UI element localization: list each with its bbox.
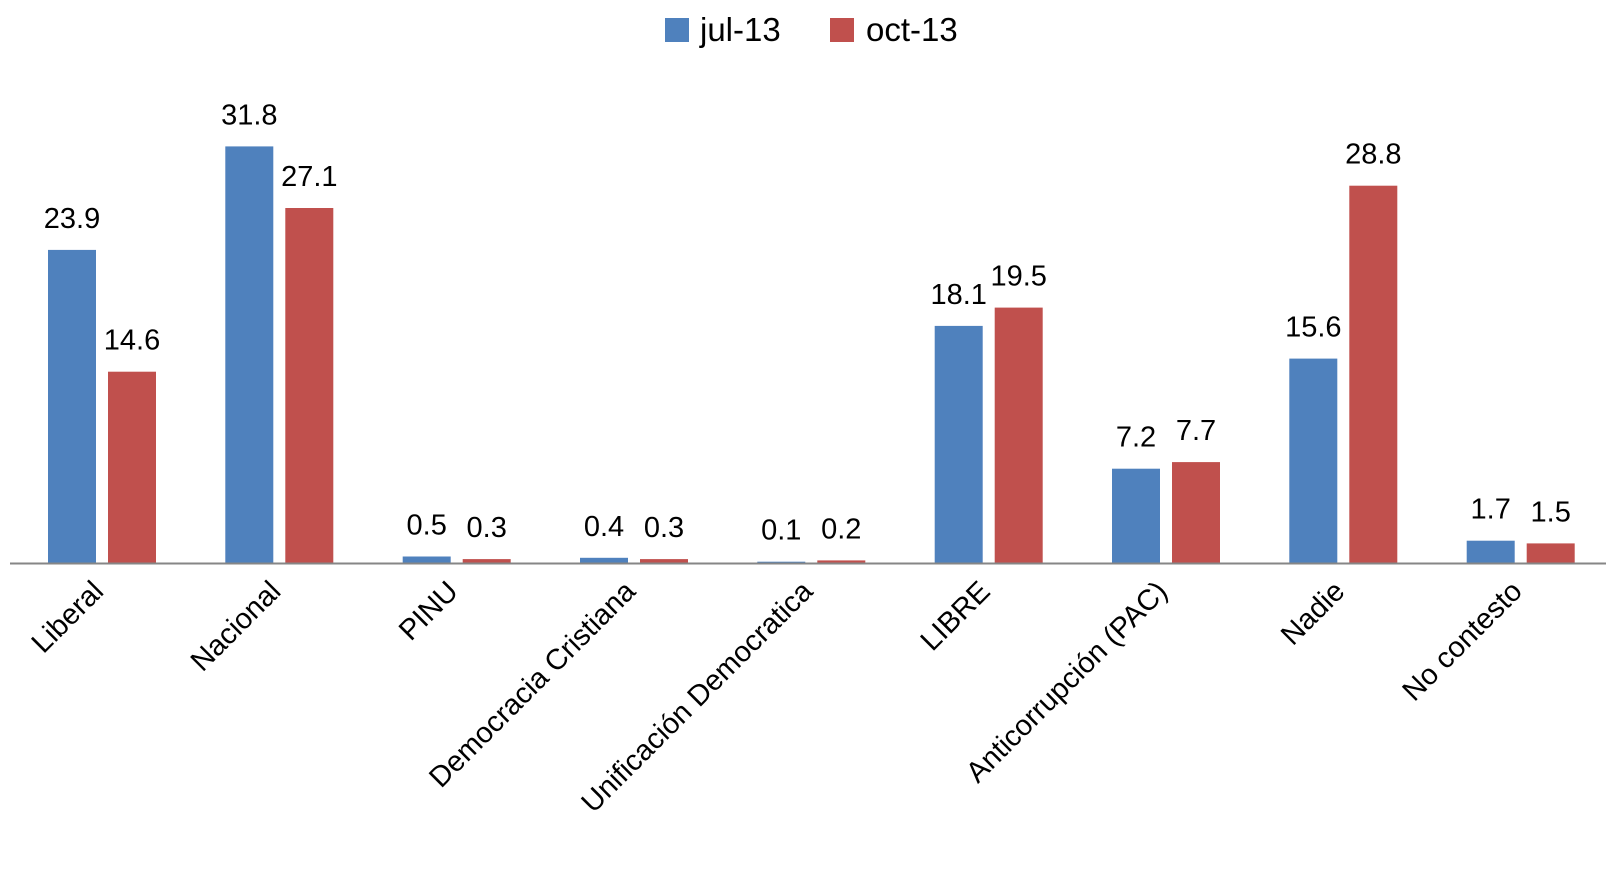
bar-oct-13-nacional (285, 208, 334, 563)
category-label-libre: LIBRE (915, 575, 997, 657)
bar-jul-13-pinu (402, 556, 451, 563)
bar-jul-13-libre (934, 325, 983, 563)
category-label-pinu: PINU (393, 575, 465, 647)
data-label-jul-13-unificacion-democratica: 0.1 (761, 515, 801, 547)
bar-oct-13-anticorrupcion-pac (1172, 462, 1220, 563)
data-label-oct-13-liberal: 14.6 (104, 325, 160, 357)
data-label-jul-13-anticorrupcion-pac: 7.2 (1116, 422, 1156, 454)
bar-oct-13-libre (994, 307, 1043, 563)
data-label-oct-13-nadie: 28.8 (1345, 139, 1401, 171)
bar-oct-13-pinu (462, 559, 511, 563)
category-label-nadie: Nadie (1275, 575, 1351, 651)
bar-jul-13-liberal (48, 249, 96, 563)
bar-oct-13-unificacion-democratica (817, 560, 866, 563)
legend-swatch-jul-13 (665, 18, 689, 42)
data-label-oct-13-libre: 19.5 (990, 261, 1046, 293)
legend: jul-13 oct-13 (665, 11, 958, 48)
data-label-oct-13-nacional: 27.1 (281, 161, 337, 193)
bar-jul-13-nacional (225, 146, 274, 563)
bar-jul-13-nadie (1289, 358, 1338, 563)
legend-label-jul-13: jul-13 (699, 11, 781, 48)
bar-oct-13-no-contesto (1526, 543, 1575, 563)
bar-jul-13-unificacion-democratica (757, 561, 806, 563)
legend-swatch-oct-13 (830, 18, 854, 42)
category-label-liberal: Liberal (26, 575, 110, 659)
data-label-jul-13-libre: 18.1 (930, 279, 986, 311)
legend-label-oct-13: oct-13 (866, 11, 958, 48)
data-label-oct-13-unificacion-democratica: 0.2 (821, 513, 861, 545)
data-label-oct-13-pinu: 0.3 (467, 512, 507, 544)
bar-oct-13-liberal (108, 371, 156, 563)
bar-oct-13-democracia-cristiana (640, 559, 688, 563)
category-label-nacional: Nacional (185, 575, 287, 677)
data-label-jul-13-nadie: 15.6 (1285, 312, 1341, 344)
data-label-oct-13-democracia-cristiana: 0.3 (644, 512, 684, 544)
data-label-jul-13-pinu: 0.5 (407, 510, 447, 542)
bar-jul-13-no-contesto (1466, 540, 1515, 563)
data-label-jul-13-democracia-cristiana: 0.4 (584, 511, 624, 543)
data-labels-group: 23.9 14.6 31.827.1 0.5 0.3 0.4 0.3 0.1 0.2 18.119… (44, 99, 1571, 546)
data-label-oct-13-no-contesto: 1.5 (1531, 496, 1571, 528)
data-label-jul-13-liberal: 23.9 (44, 203, 100, 235)
data-label-oct-13-anticorrupcion-pac: 7.7 (1176, 415, 1216, 447)
bar-jul-13-anticorrupcion-pac (1112, 468, 1160, 563)
category-label-anticorrupcion-pac: Anticorrupción (PAC) (960, 575, 1174, 789)
bar-jul-13-democracia-cristiana (580, 557, 628, 563)
data-label-jul-13-nacional: 31.8 (221, 99, 277, 131)
bars-group (48, 146, 1575, 563)
data-label-jul-13-no-contesto: 1.7 (1471, 494, 1511, 526)
category-label-no-contesto: No contesto (1397, 575, 1529, 707)
bar-oct-13-nadie (1349, 185, 1398, 563)
